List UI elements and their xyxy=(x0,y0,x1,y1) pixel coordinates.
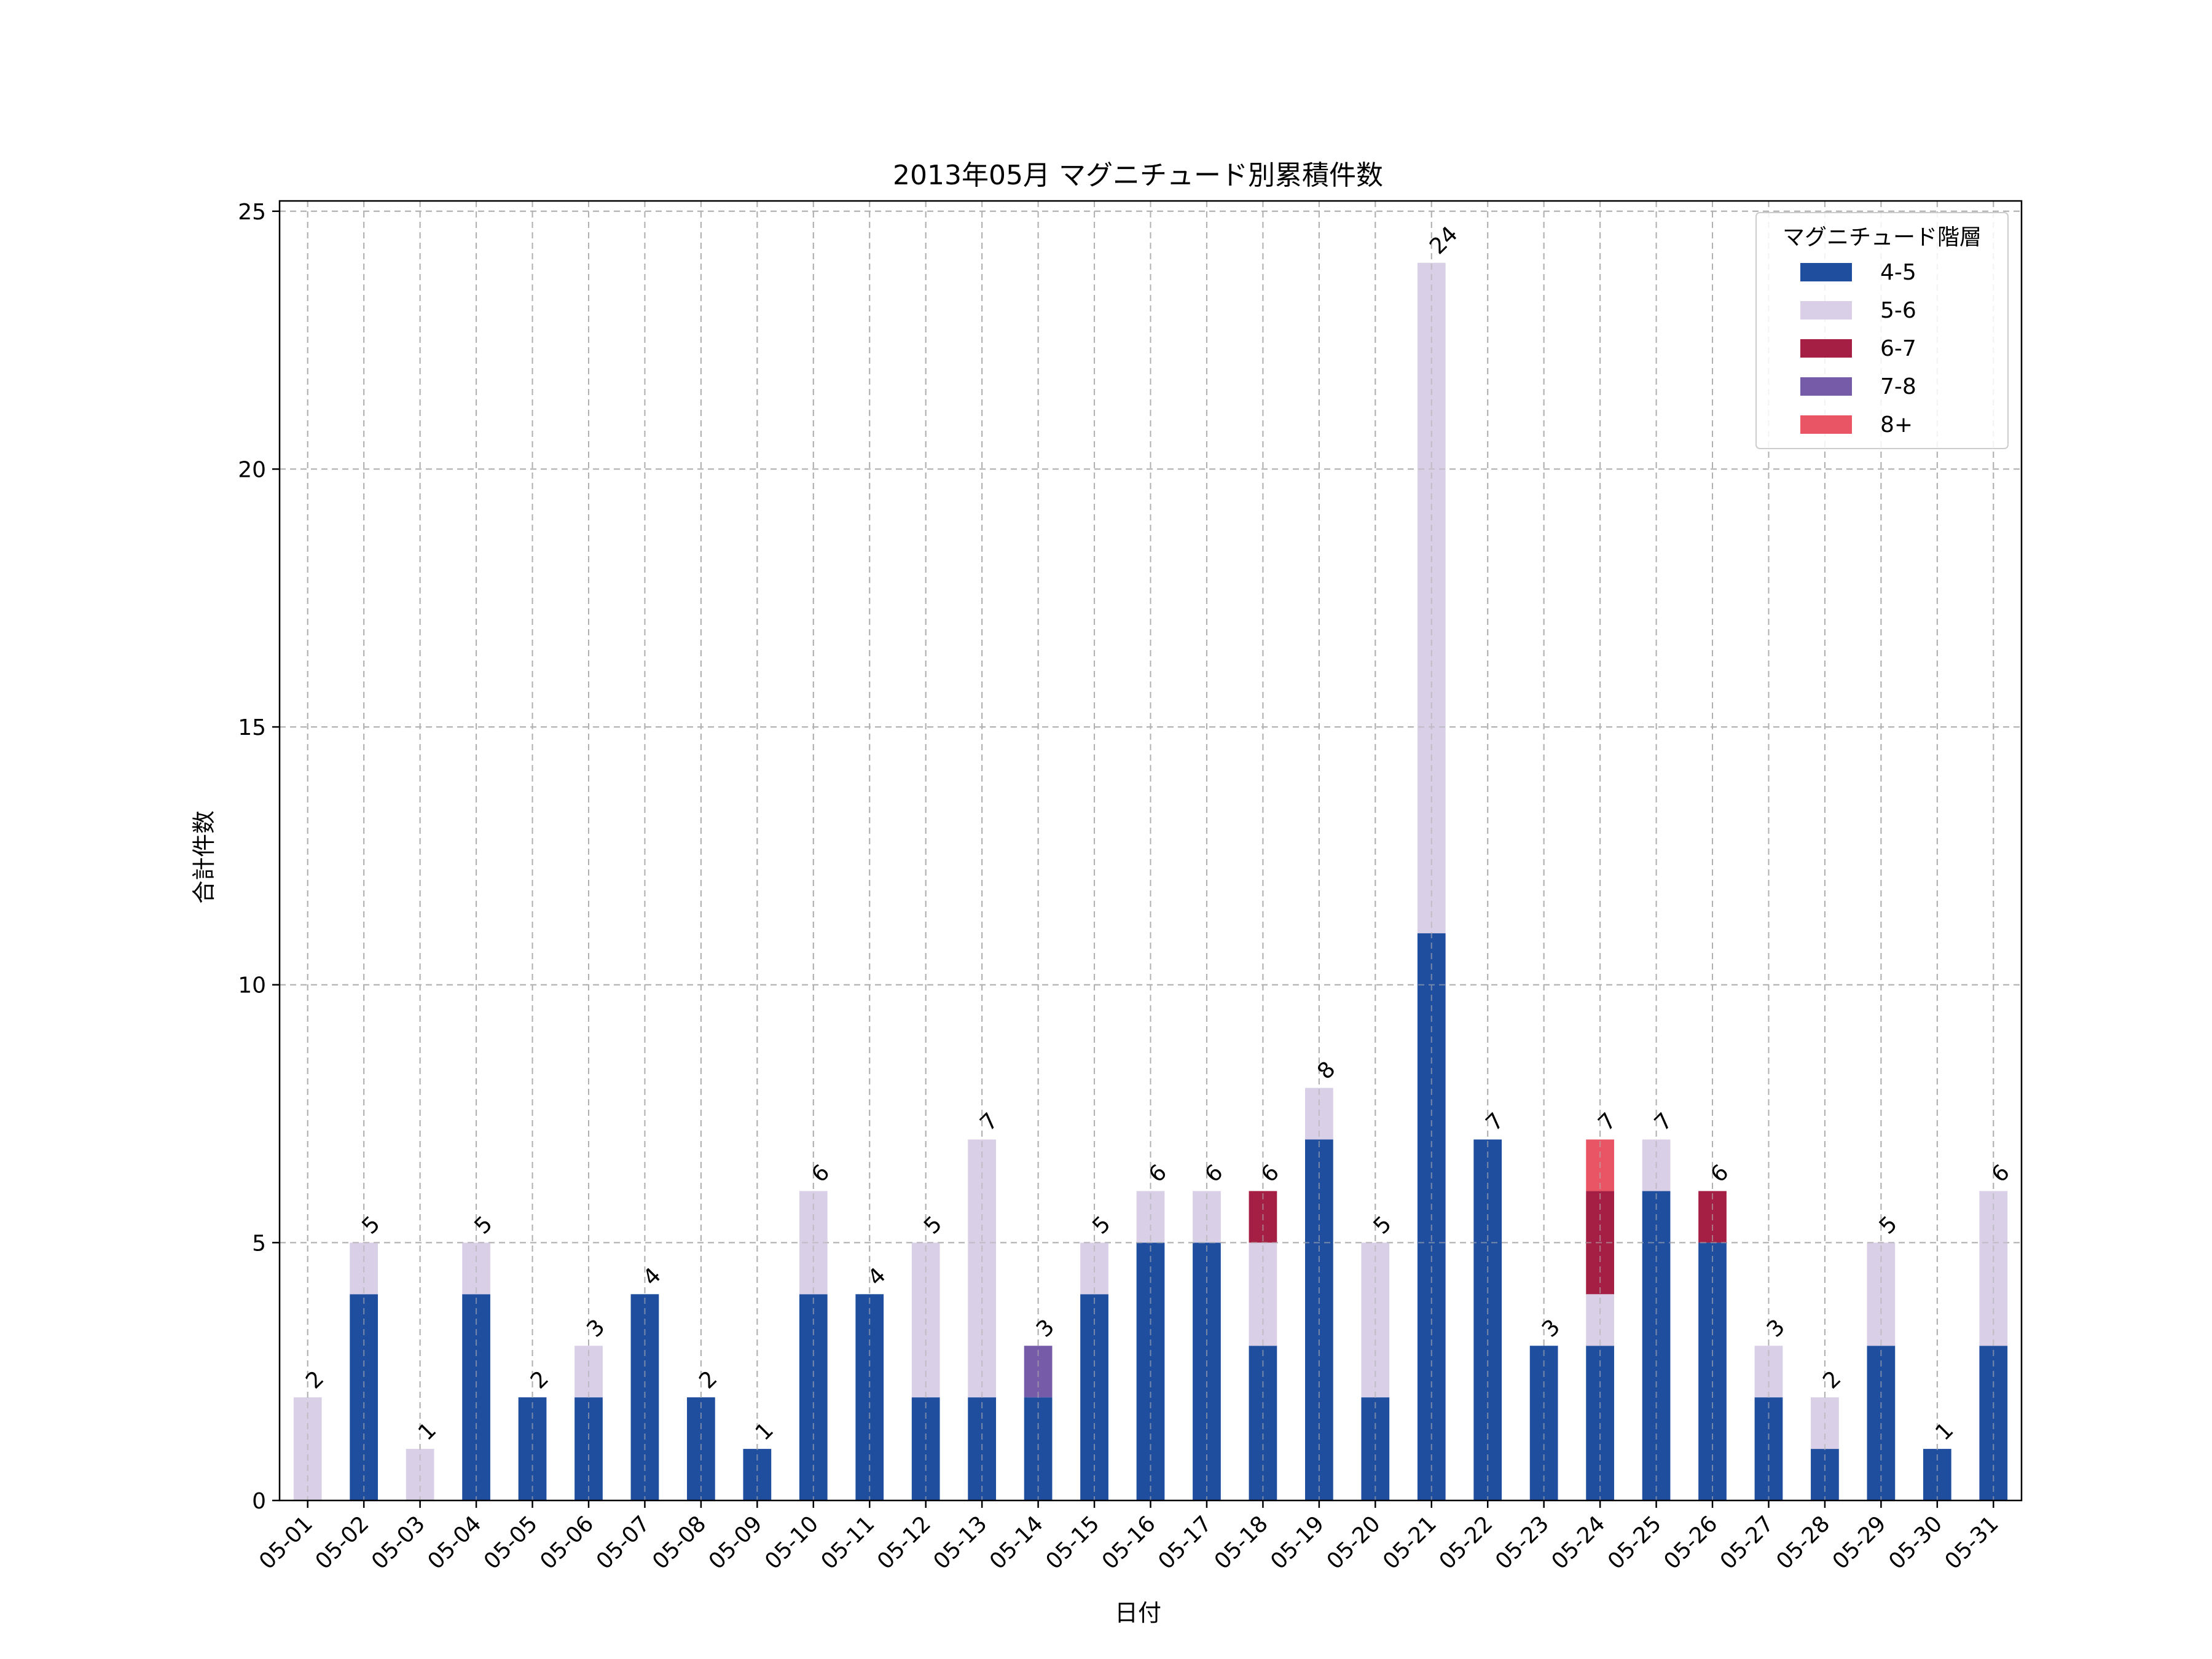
y-tick-label: 25 xyxy=(238,200,266,225)
x-axis-title: 日付 xyxy=(1115,1599,1161,1626)
legend-items: 4-5 5-6 6-7 7-8 8+ xyxy=(1800,260,1916,437)
chart-title: 2013年05月 マグニチュード別累積件数 xyxy=(893,160,1383,191)
y-tick-label: 20 xyxy=(238,457,266,482)
legend-swatch-8+ xyxy=(1800,415,1852,434)
y-axis-title: 合計件数 xyxy=(190,810,218,904)
legend-swatch-4-5 xyxy=(1800,263,1852,281)
y-tick-label: 0 xyxy=(252,1489,266,1514)
legend-label-7-8: 7-8 xyxy=(1880,374,1916,399)
y-tick-label: 15 xyxy=(238,715,266,740)
legend-label-5-6: 5-6 xyxy=(1880,298,1916,323)
legend-swatch-5-6 xyxy=(1800,301,1852,320)
legend-swatch-6-7 xyxy=(1800,339,1852,358)
legend-title: マグニチュード階層 xyxy=(1783,225,1982,250)
legend-swatch-7-8 xyxy=(1800,377,1852,396)
legend: マグニチュード階層 4-5 5-6 6-7 7-8 8+ xyxy=(1755,212,2009,449)
y-tick-label: 5 xyxy=(252,1231,266,1256)
legend-label-4-5: 4-5 xyxy=(1880,260,1916,285)
legend-label-8+: 8+ xyxy=(1880,412,1913,437)
grid-lines-overlay xyxy=(280,201,2022,1501)
y-tick-label: 10 xyxy=(238,973,266,998)
legend-label-6-7: 6-7 xyxy=(1880,336,1916,361)
